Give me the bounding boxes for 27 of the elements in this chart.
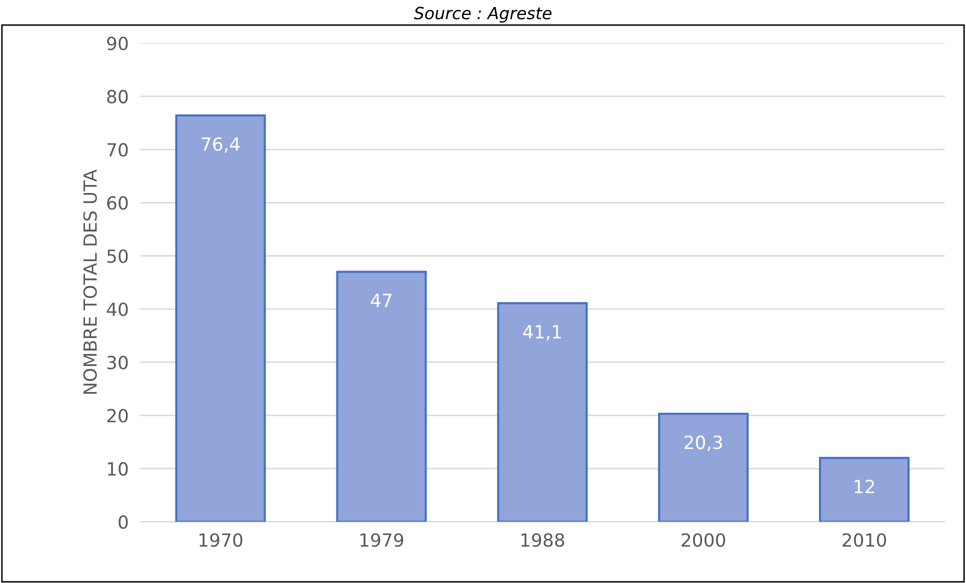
- y-tick-label: 80: [107, 90, 128, 104]
- y-tick-label: 0: [118, 515, 128, 529]
- y-tick-label: 30: [107, 356, 128, 370]
- bar: [818, 456, 910, 522]
- bar: [658, 412, 749, 522]
- x-tick-label: 1979: [360, 533, 404, 547]
- x-tick-label: 1988: [521, 533, 564, 547]
- y-tick-label: 40: [106, 302, 128, 316]
- data-label: 47: [370, 294, 392, 307]
- y-tick-label: 60: [107, 196, 128, 210]
- y-tick-label: 90: [107, 36, 128, 50]
- bar: [175, 114, 266, 522]
- source-note: Source : Agreste: [414, 6, 552, 23]
- y-tick-label: 70: [107, 142, 128, 157]
- y-axis-title: NOMBRE TOTAL DES UTA: [83, 170, 97, 394]
- data-label: 76,4: [202, 137, 240, 153]
- x-tick-label: 2010: [842, 533, 886, 547]
- data-label: 12: [854, 480, 874, 494]
- y-tick-label: 10: [108, 462, 128, 476]
- data-label: 41,1: [523, 325, 561, 340]
- data-label: 20,3: [684, 436, 722, 452]
- x-tick-label: 1970: [200, 533, 242, 547]
- x-tick-label: 2000: [682, 533, 726, 547]
- y-tick-label: 20: [107, 408, 128, 423]
- y-tick-label: 50: [107, 249, 128, 263]
- bar: [336, 270, 427, 522]
- bar: [497, 302, 588, 522]
